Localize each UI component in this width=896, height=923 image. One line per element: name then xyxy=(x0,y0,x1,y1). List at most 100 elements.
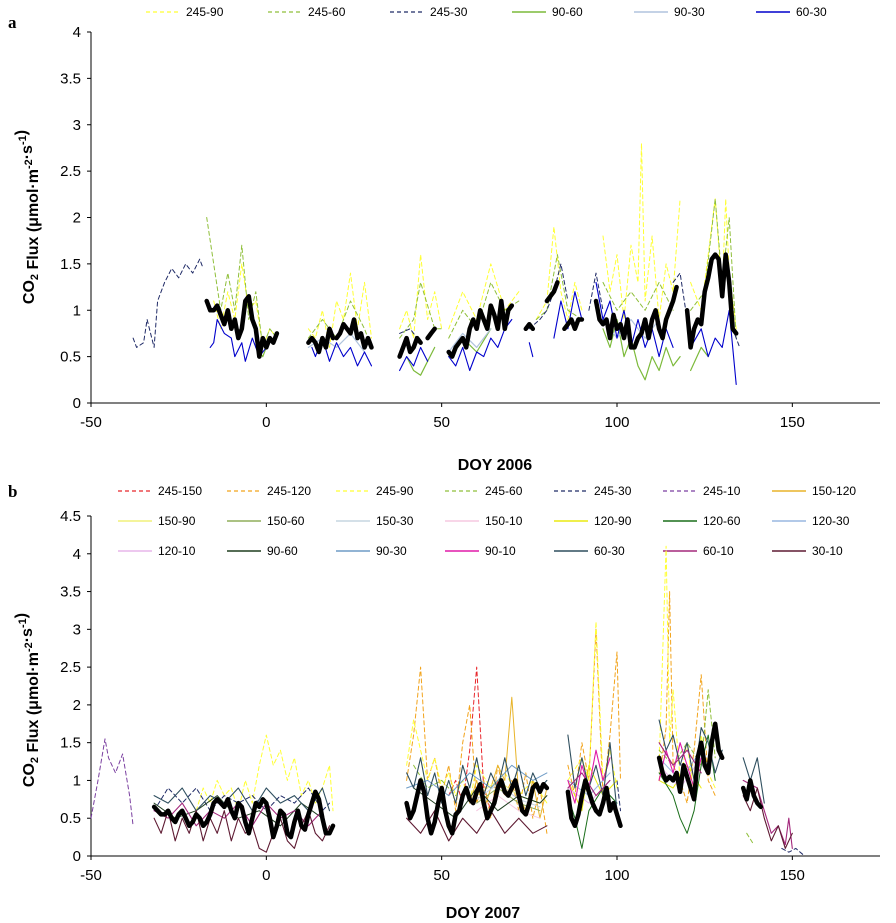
panel-b-legend-item: 120-10 xyxy=(118,544,196,558)
panel-b-series-245-60-line xyxy=(746,832,755,846)
panel-b-legend-item: 245-90 xyxy=(336,484,414,498)
panel-a-y-axis-title: CO2 Flux (μmol·m-2·s-1) xyxy=(13,130,42,304)
panel-b-x-tick-label: -50 xyxy=(80,867,102,884)
panel-b-legend-label: 245-120 xyxy=(267,484,311,498)
panel-a-x-axis-title: DOY 2006 xyxy=(458,457,533,474)
panel-a-legend-item: 245-90 xyxy=(146,5,224,19)
panel-b-legend-label: 90-30 xyxy=(376,544,407,558)
panel-b-legend-item: 120-30 xyxy=(772,514,850,528)
panel-a-series-90-60-line xyxy=(689,346,709,372)
panel-b-legend-label: 120-60 xyxy=(703,514,741,528)
panel-a-legend-label: 245-30 xyxy=(430,5,468,19)
panel-b-legend-item: 120-90 xyxy=(554,514,632,528)
panel-a-series-245-30-line xyxy=(528,263,569,330)
panel-a-legend-item: 245-30 xyxy=(390,5,468,19)
panel-a-y-tick-label: 0 xyxy=(73,395,81,412)
panel-b-series-245-10-line xyxy=(90,738,134,827)
panel-a-y-tick-label: 3 xyxy=(73,117,81,134)
panel-b-legend-label: 245-10 xyxy=(703,484,741,498)
panel-a-label: a xyxy=(8,13,17,32)
panel-b-legend-item: 90-10 xyxy=(445,544,516,558)
panel-a-series-245-60-line xyxy=(399,281,443,339)
panel-b-series-245-30-line xyxy=(781,847,804,855)
panel-b-legend-item: 245-10 xyxy=(663,484,741,498)
panel-b-series-30-10-line xyxy=(742,787,793,849)
panel-b-series-30-10-line xyxy=(406,810,548,842)
panel-b-legend-item: 30-10 xyxy=(772,544,843,558)
panel-a-series-mean-line xyxy=(523,321,536,332)
panel-b-series-245-90 xyxy=(195,545,716,812)
panel-a-series-60-30-line xyxy=(528,342,534,358)
panel-b-series-245-30-line xyxy=(616,779,621,812)
panel-b-x-tick-label: 100 xyxy=(604,867,629,884)
panel-b-legend-label: 245-60 xyxy=(485,484,523,498)
panel-a-series-90-60-line xyxy=(406,346,436,376)
panel-b-legend-label: 150-30 xyxy=(376,514,414,528)
panel-b-series-mean-line xyxy=(656,721,725,802)
panel-a-series-245-90-line xyxy=(535,226,583,320)
panel-a-series-mean-line xyxy=(684,252,739,350)
panel-b-legend-item: 245-150 xyxy=(118,484,202,498)
panel-b-series-245-60 xyxy=(413,689,755,846)
panel-a-series-60-30-line xyxy=(595,281,674,358)
panel-b-legend-label: 245-90 xyxy=(376,484,414,498)
panel-a-x-tick-label: 100 xyxy=(604,414,629,431)
panel-b-legend-item: 90-60 xyxy=(227,544,298,558)
panel-a-legend-label: 90-60 xyxy=(552,5,583,19)
panel-b-series-60-30-line xyxy=(406,757,548,804)
panel-b-x-axis-title: DOY 2007 xyxy=(446,905,521,922)
panel-a-y-tick-label: 4 xyxy=(73,24,81,41)
panel-a-legend-item: 90-30 xyxy=(634,5,705,19)
panel-b-legend-label: 120-30 xyxy=(812,514,850,528)
panel-b-legend-item: 120-60 xyxy=(663,514,741,528)
panel-b-series-mean-line xyxy=(404,778,550,836)
panel-a-y-tick-label: 1.5 xyxy=(60,256,81,273)
panel-b-y-tick-label: 1 xyxy=(73,772,81,789)
panel-b-x-tick-label: 0 xyxy=(262,867,270,884)
panel-b-series-30-10-line xyxy=(153,810,331,853)
panel-a-x-tick-label: 150 xyxy=(780,414,805,431)
panel-b-legend-label: 150-60 xyxy=(267,514,305,528)
panel-b-series-60-30-line xyxy=(153,787,331,812)
panel-b-series-245-60-line xyxy=(413,764,457,797)
panel-b-x-tick-label: 150 xyxy=(780,867,805,884)
panel-b-y-axis-title: CO2 Flux (μmol·m-2·s-1) xyxy=(13,613,42,787)
panel-a-legend-item: 90-60 xyxy=(512,5,583,19)
panel-a-series-245-60-line xyxy=(535,254,583,320)
panel-b-x-tick-label: 50 xyxy=(433,867,450,884)
panel-a-x-tick-label: -50 xyxy=(80,414,102,431)
panel-b-legend-label: 150-10 xyxy=(485,514,523,528)
panel-b-y-tick-label: 0.5 xyxy=(60,810,81,827)
panel-a-series-245-90-line xyxy=(307,272,372,348)
panel-a-series-245-30-line xyxy=(588,272,604,311)
panel-b-plot: 0 0.5 1 1.5 2 2.5 3 3.5 4 4.5 -50 0 50 100 150 xyxy=(60,508,880,884)
panel-a-legend-label: 245-90 xyxy=(186,5,224,19)
panel-a-series-mean-line xyxy=(425,326,437,341)
panel-a-series-mean-line xyxy=(446,298,515,359)
panel-b-legend-label: 245-30 xyxy=(594,484,632,498)
panel-b-legend-label: 120-90 xyxy=(594,514,632,528)
panel-b-legend-item: 245-120 xyxy=(227,484,311,498)
panel-b-series-mean xyxy=(151,721,764,840)
panel-b-legend-item: 150-60 xyxy=(227,514,305,528)
panel-b-legend-item: 150-90 xyxy=(118,514,196,528)
panel-b-y-tick-label: 3.5 xyxy=(60,584,81,601)
panel-a-x-tick-label: 0 xyxy=(262,414,270,431)
panel-a-y-tick-label: 2 xyxy=(73,210,81,227)
panel-a-x-tick-label: 50 xyxy=(433,414,450,431)
panel-b-y-tick-label: 2 xyxy=(73,697,81,714)
panel-b-legend-label: 120-10 xyxy=(158,544,196,558)
panel-a-legend-label: 245-60 xyxy=(308,5,346,19)
panel-a-y-tick-label: 0.5 xyxy=(60,349,81,366)
panel-b-legend-label: 150-90 xyxy=(158,514,196,528)
panel-a-series-60-30-line xyxy=(448,318,513,372)
panel-a-series-60-30-line xyxy=(553,291,583,339)
panel-b-series-245-10 xyxy=(90,738,134,827)
panel-a-legend: 245-90 245-60 245-30 90-60 90-30 60-30 xyxy=(146,5,827,19)
panel-b-y-tick-label: 4 xyxy=(73,546,81,563)
panel-b-series-245-30 xyxy=(153,779,804,855)
panel-b-legend-label: 245-150 xyxy=(158,484,202,498)
panel-b-legend-label: 90-60 xyxy=(267,544,298,558)
panel-a-series-mean-line xyxy=(204,294,280,359)
